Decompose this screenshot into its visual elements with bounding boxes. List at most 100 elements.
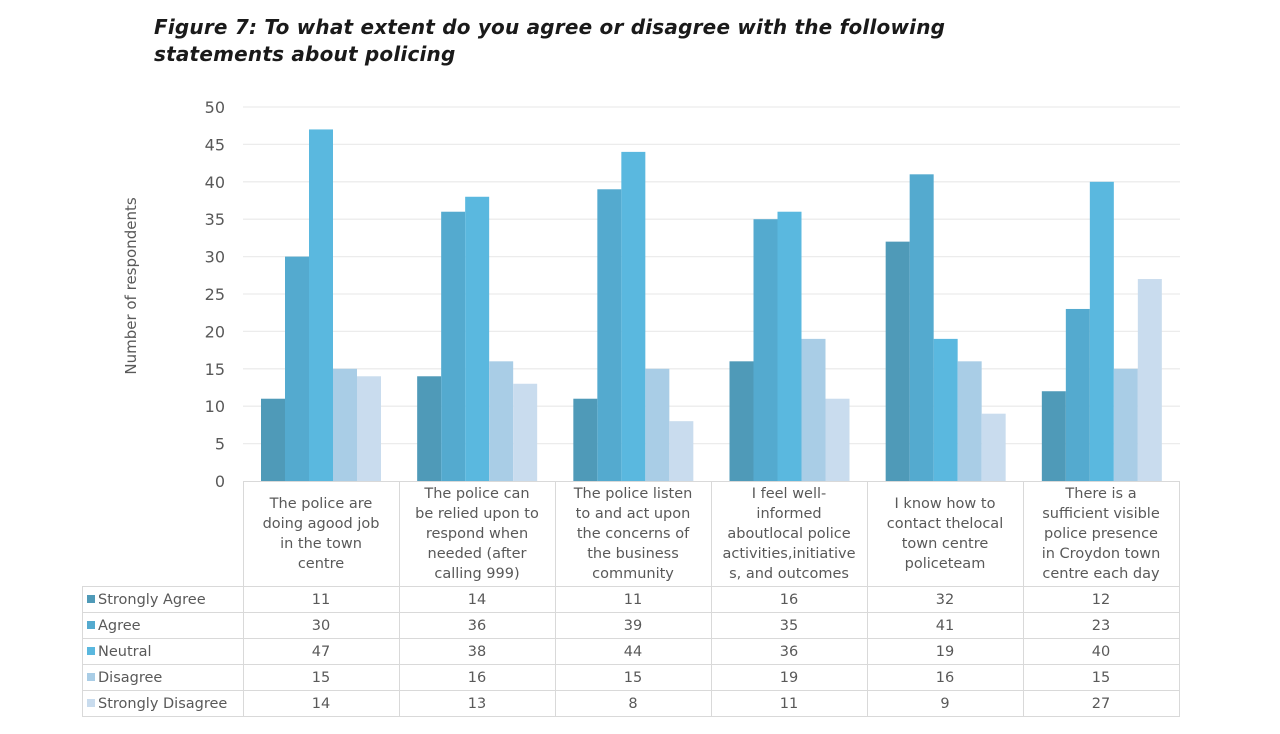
table-cell-value: 19: [866, 638, 1024, 665]
y-tick-label: 30: [205, 248, 225, 267]
legend-label: Disagree: [98, 669, 163, 686]
bar-neutral: [933, 338, 958, 481]
table-cell-value: 35: [710, 612, 868, 639]
bar-disagree: [957, 361, 982, 481]
category-label-line: in Croydon town: [1041, 546, 1161, 562]
table-cell-value: 41: [866, 612, 1024, 639]
category-label-line: activities,initiative: [722, 546, 856, 562]
category-label-line: in the town: [280, 536, 362, 552]
table-cell-value: 12: [1022, 586, 1180, 613]
table-cell-value: 11: [242, 586, 400, 613]
y-tick-label: 5: [215, 435, 225, 454]
legend-label: Neutral: [98, 643, 152, 660]
table-cell-value: 47: [242, 638, 400, 665]
gridlines: [243, 106, 1180, 445]
bar-disagree: [801, 338, 826, 481]
bar-strongly-disagree: [513, 383, 538, 481]
category-label-line: aboutlocal police: [727, 526, 851, 542]
table-row: Strongly Disagree 14 13 8 11 9 27: [82, 690, 1180, 717]
table-cell-value: 44: [554, 638, 712, 665]
category-label-line: police presence: [1044, 526, 1158, 542]
y-tick-label: 50: [205, 98, 225, 117]
category-label: I know how to contact thelocal town centre…: [866, 481, 1024, 587]
bar-agree: [753, 219, 778, 481]
bar-strongly-agree: [729, 361, 754, 481]
table-cell-value: 40: [1022, 638, 1180, 665]
table-cell-value: 11: [554, 586, 712, 613]
category-label: There is a sufficient visible police prese…: [1022, 481, 1180, 587]
category-label-line: There is a: [1065, 486, 1137, 502]
table-cell-value: 38: [398, 638, 556, 665]
category-label-line: centre: [297, 556, 345, 572]
legend-entry: Strongly Disagree: [82, 690, 244, 717]
category-label-line: be relied upon to: [415, 506, 539, 522]
table-cell-value: 13: [398, 690, 556, 717]
bar-strongly-agree: [573, 398, 598, 481]
bar-agree: [441, 211, 466, 481]
bar-disagree: [333, 368, 357, 481]
table-row: Strongly Agree 11 14 11 16 32 12: [82, 586, 1180, 613]
legend-entry: Disagree: [82, 664, 244, 691]
legend-swatch-icon: [87, 620, 95, 629]
bar-neutral: [309, 129, 333, 481]
category-label-line: I feel well-: [751, 486, 827, 502]
table-cell-value: 11: [710, 690, 868, 717]
legend-entry: Neutral: [82, 638, 244, 665]
table-cell-value: 36: [710, 638, 868, 665]
bar-disagree: [489, 361, 514, 481]
y-tick-label: 35: [205, 210, 225, 229]
bars: [261, 129, 1162, 482]
table-row: Neutral 47 38 44 36 19 40: [82, 638, 1180, 665]
bar-strongly-disagree: [981, 413, 1006, 481]
legend-entry: Agree: [82, 612, 244, 639]
category-label-line: respond when: [425, 526, 529, 542]
bar-strongly-agree: [1041, 391, 1066, 481]
category-label-line: s, and outcomes: [729, 566, 849, 582]
legend-label: Agree: [98, 617, 141, 634]
bar-neutral: [1089, 181, 1114, 482]
table-cell-value: 30: [242, 612, 400, 639]
category-label: The police can be relied upon to respond w…: [398, 481, 556, 587]
legend-label: Strongly Agree: [98, 591, 206, 608]
legend-swatch-icon: [87, 646, 95, 655]
category-label-line: The police are: [269, 496, 373, 512]
y-tick-label: 45: [205, 135, 225, 154]
category-label-line: sufficient visible: [1042, 506, 1160, 522]
category-label-line: doing agood job: [262, 516, 380, 532]
category-label-line: community: [592, 566, 674, 582]
bar-neutral: [777, 211, 802, 481]
category-label-line: town centre: [901, 536, 989, 552]
table-cell-value: 15: [1022, 664, 1180, 691]
table-cell-value: 8: [554, 690, 712, 717]
category-label-line: The police listen: [573, 486, 693, 502]
table-cell-value: 16: [710, 586, 868, 613]
table-cell-value: 23: [1022, 612, 1180, 639]
table-row: Disagree 15 16 15 19 16 15: [82, 664, 1180, 691]
bar-strongly-disagree: [357, 376, 381, 481]
legend-label: Strongly Disagree: [98, 695, 228, 712]
category-label: The police listen to and act upon the conc…: [554, 481, 712, 587]
bar-agree: [909, 174, 934, 481]
table-cell-value: 15: [242, 664, 400, 691]
category-label: I feel well-informed aboutlocal police act…: [710, 481, 868, 587]
legend-swatch-icon: [87, 594, 95, 603]
table-cell-value: 15: [554, 664, 712, 691]
legend-swatch-icon: [87, 698, 95, 707]
bar-disagree: [645, 368, 670, 481]
category-header-row: The police are doing agood job in the town…: [82, 481, 1180, 587]
category-label-line: to and act upon: [575, 506, 691, 522]
y-tick-label: 20: [205, 322, 225, 341]
bar-strongly-disagree: [1137, 279, 1162, 481]
table-cell-value: 14: [398, 586, 556, 613]
category-label-line: centre each day: [1042, 566, 1160, 582]
bar-strongly-agree: [417, 376, 442, 481]
category-label-line: The police can: [424, 486, 530, 502]
table-cell-value: 36: [398, 612, 556, 639]
table-cell-value: 9: [866, 690, 1024, 717]
category-label-line: the concerns of: [576, 526, 690, 542]
legend-swatch-icon: [87, 672, 95, 681]
table-cell-value: 32: [866, 586, 1024, 613]
data-table: The police are doing agood job in the town…: [82, 481, 1180, 717]
table-cell-value: 39: [554, 612, 712, 639]
